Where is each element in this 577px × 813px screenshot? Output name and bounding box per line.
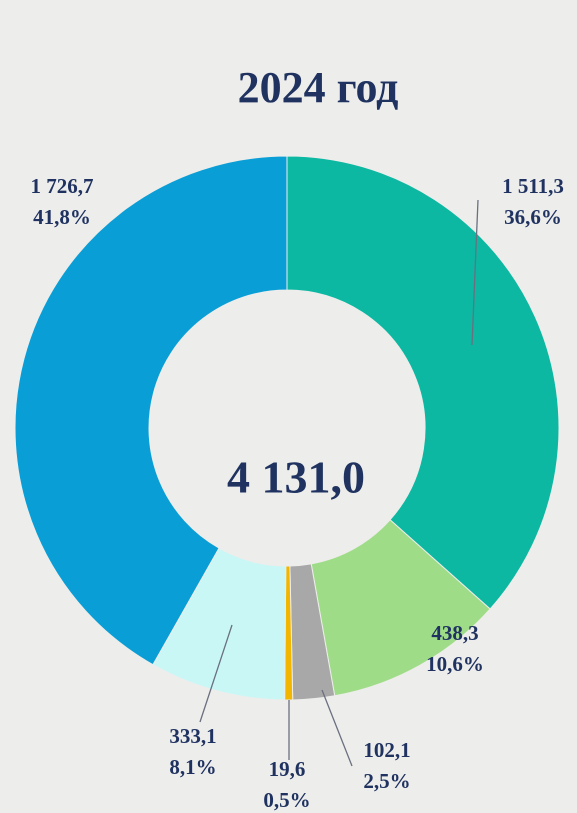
percent-label: 41,8% xyxy=(33,205,91,229)
value-label: 1 726,7 xyxy=(31,174,94,198)
percent-label: 0,5% xyxy=(263,788,310,812)
donut-segment xyxy=(14,155,288,666)
percent-label: 8,1% xyxy=(169,755,216,779)
percent-label: 10,6% xyxy=(426,652,484,676)
leader-line xyxy=(471,199,479,346)
value-label: 102,1 xyxy=(363,738,410,762)
leader-line xyxy=(199,624,233,723)
donut-segment xyxy=(286,155,560,610)
value-label: 438,3 xyxy=(431,621,478,645)
total-label: 4 131,0 xyxy=(227,452,365,503)
donut xyxy=(14,155,560,701)
value-label: 1 511,3 xyxy=(502,174,564,198)
percent-label: 2,5% xyxy=(363,769,410,793)
value-label: 333,1 xyxy=(169,724,216,748)
chart-title: 2024 год xyxy=(238,63,399,112)
leader-line xyxy=(321,689,353,767)
percent-label: 36,6% xyxy=(504,205,562,229)
value-label: 19,6 xyxy=(269,757,306,781)
